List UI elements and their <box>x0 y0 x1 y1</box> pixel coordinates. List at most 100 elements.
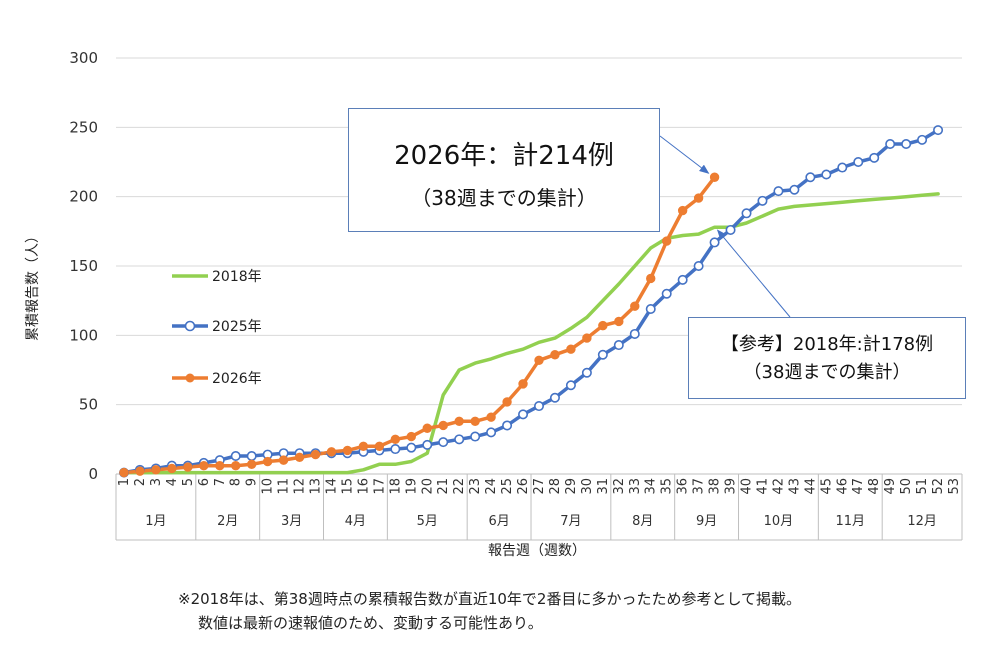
x-tick-label: 4 <box>165 478 180 486</box>
x-tick-label: 28 <box>548 478 563 495</box>
y-tick-label: 50 <box>79 396 98 414</box>
data-point-2 <box>518 379 528 389</box>
data-point-1 <box>502 420 513 431</box>
data-point-1 <box>422 439 433 450</box>
x-tick-label: 18 <box>388 478 403 495</box>
x-axis: 1 2 3 4 5 6 7 8 9 10 11 12 13 14 15 16 17 18 19 20 21 22 23 24 2… <box>115 473 963 541</box>
data-point-2 <box>614 316 624 327</box>
data-point-1 <box>917 134 928 145</box>
month-label: 2月 <box>217 514 238 529</box>
data-point-2 <box>566 344 576 354</box>
annotation-box-2026: 2026年：計214例 （38週までの集計） <box>348 108 660 232</box>
data-point-2 <box>326 447 337 457</box>
data-point-2 <box>438 420 448 431</box>
annotation-arrow-2018 <box>716 229 791 318</box>
data-point-1 <box>581 367 592 378</box>
data-point-1 <box>933 125 944 136</box>
data-point-2 <box>454 416 464 427</box>
data-point-1 <box>549 392 560 403</box>
data-point-1 <box>741 208 752 219</box>
data-point-1 <box>709 237 720 248</box>
x-tick-label: 50 <box>899 478 914 495</box>
data-point-2 <box>358 441 369 451</box>
annotation-box-2018: 【参考】2018年:計178例 （38週までの集計） <box>688 317 966 399</box>
data-point-2 <box>167 463 177 474</box>
y-tick-label: 300 <box>69 49 98 67</box>
legend: 2018年 2025年 2026年 <box>172 269 262 387</box>
x-tick-label: 39 <box>724 478 739 495</box>
month-label: 3月 <box>281 514 302 529</box>
y-axis-title: 累積報告数（人） <box>25 229 41 341</box>
data-point-1 <box>821 169 832 180</box>
data-point-1 <box>645 303 656 314</box>
data-point-2 <box>342 445 353 456</box>
x-tick-label: 22 <box>452 478 467 495</box>
annotation-arrow-2026 <box>659 135 710 174</box>
month-label: 5月 <box>417 514 438 529</box>
x-tick-label: 46 <box>835 478 850 495</box>
x-tick-label: 33 <box>628 478 643 495</box>
data-point-1 <box>533 401 544 412</box>
data-point-2 <box>183 462 193 472</box>
data-point-1 <box>757 195 768 206</box>
x-tick-label: 27 <box>532 478 547 495</box>
legend-label: 2026年 <box>212 371 262 387</box>
data-point-1 <box>565 380 576 391</box>
x-tick-label: 12 <box>293 478 308 495</box>
x-axis-title: 報告週（週数） <box>488 543 586 559</box>
month-label: 9月 <box>696 514 717 529</box>
month-label: 1月 <box>145 514 166 529</box>
data-point-2 <box>646 273 656 284</box>
x-tick-label: 11 <box>277 478 292 495</box>
y-tick-label: 150 <box>69 257 98 275</box>
month-label: 11月 <box>835 514 865 529</box>
data-point-1 <box>454 434 465 445</box>
x-tick-label: 40 <box>740 478 755 495</box>
y-axis-ticks: 0 50 100 150 200 250 300 <box>69 49 98 483</box>
legend-marker <box>185 373 195 383</box>
data-point-2 <box>661 236 672 246</box>
data-point-2 <box>390 434 401 445</box>
y-tick-label: 100 <box>69 326 98 344</box>
x-tick-label: 45 <box>819 478 834 495</box>
x-tick-label: 42 <box>771 478 786 495</box>
data-point-1 <box>518 409 529 420</box>
data-point-2 <box>231 460 241 471</box>
data-point-2 <box>502 397 512 407</box>
data-point-1 <box>869 152 880 163</box>
x-tick-label: 41 <box>755 478 770 495</box>
data-point-2 <box>151 465 161 475</box>
data-point-2 <box>598 320 608 331</box>
data-point-1 <box>246 450 257 461</box>
data-point-2 <box>215 460 225 471</box>
x-tick-label: 6 <box>197 478 212 486</box>
data-point-1 <box>613 340 624 351</box>
x-tick-label: 3 <box>149 478 164 486</box>
legend-label: 2018年 <box>212 269 262 285</box>
data-point-2 <box>199 460 209 471</box>
data-point-1 <box>486 427 497 438</box>
data-point-2 <box>246 459 257 469</box>
legend-marker <box>184 320 196 332</box>
x-tick-label: 17 <box>372 478 387 495</box>
data-point-2 <box>135 466 145 476</box>
x-tick-label: 43 <box>787 478 802 495</box>
x-tick-label: 53 <box>947 478 962 495</box>
data-point-1 <box>470 431 481 442</box>
annotation-2026-title: 2026年：計214例 <box>394 141 614 171</box>
data-point-2 <box>677 205 688 216</box>
x-tick-label: 32 <box>612 478 627 495</box>
x-tick-label: 29 <box>564 478 579 495</box>
x-tick-label: 31 <box>596 478 611 495</box>
month-label: 8月 <box>632 514 653 529</box>
x-tick-label: 8 <box>229 478 244 486</box>
x-tick-label: 21 <box>436 478 451 495</box>
data-point-1 <box>805 172 816 183</box>
x-tick-label: 7 <box>213 478 228 486</box>
data-point-2 <box>693 193 704 203</box>
y-tick-label: 0 <box>88 465 98 483</box>
data-point-1 <box>390 444 401 455</box>
annotation-2018-subtitle: （38週までの集計） <box>743 362 911 383</box>
y-tick-label: 250 <box>69 118 98 136</box>
x-tick-label: 35 <box>660 478 675 495</box>
